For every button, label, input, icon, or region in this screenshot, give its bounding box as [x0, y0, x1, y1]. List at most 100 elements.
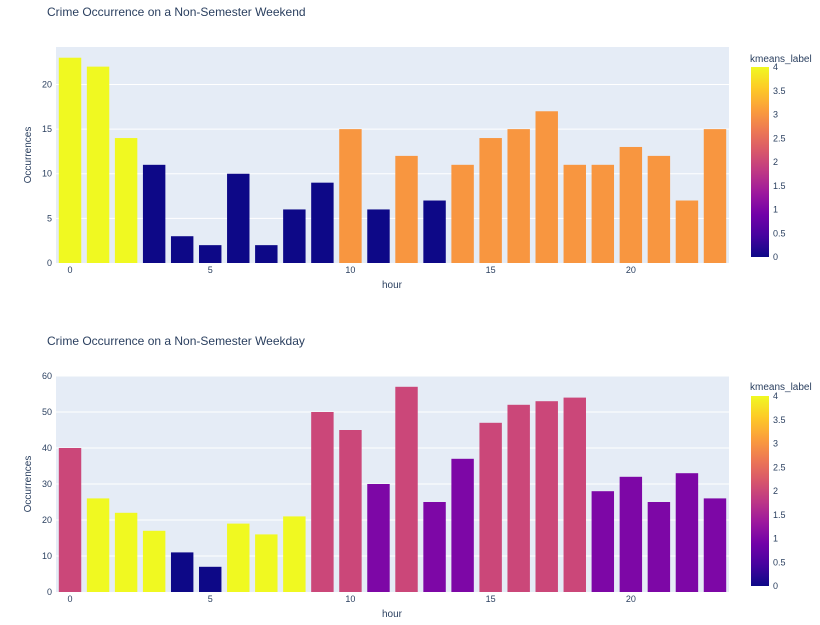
weekend-bar: [339, 129, 362, 263]
weekend-bar: [142, 164, 166, 263]
weekday-bar: [591, 491, 615, 592]
weekend-bar: [255, 245, 278, 263]
weekday-bar: [423, 502, 446, 592]
weekday-x-tick-label: 10: [345, 594, 355, 604]
weekend-x-tick-label: 0: [68, 265, 73, 275]
weekday-x-tick-label: 15: [486, 594, 496, 604]
weekend-chart-title: Crime Occurrence on a Non-Semester Weeke…: [47, 5, 306, 19]
weekend-bar: [479, 138, 502, 263]
weekend-bar: [535, 111, 558, 263]
weekend-colorbar-tick-label: 4: [773, 62, 778, 72]
weekday-bar: [367, 484, 390, 592]
weekday-bar: [703, 498, 727, 592]
weekend-colorbar-title: kmeans_label: [750, 54, 812, 65]
weekend-bar: [283, 209, 306, 263]
weekday-y-tick-label: 20: [42, 515, 52, 525]
weekday-colorbar-tick-label: 3: [773, 439, 778, 449]
weekday-y-tick-label: 10: [42, 551, 52, 561]
weekend-colorbar-tick-label: 0: [773, 252, 778, 262]
weekend-y-tick-label: 10: [42, 169, 52, 179]
weekend-colorbar: [751, 67, 769, 257]
weekend-bar: [199, 245, 222, 263]
weekend-bar: [395, 155, 418, 263]
weekend-x-axis-title: hour: [382, 280, 403, 291]
weekday-gridlines: [56, 375, 729, 557]
weekend-bar: [451, 164, 474, 263]
weekend-y-ticks: 0 5 10 15 20: [42, 79, 52, 268]
weekday-x-axis-title: hour: [382, 609, 403, 620]
weekend-colorbar-tick-label: 3.5: [773, 86, 786, 96]
weekday-x-ticks: 0 5 10 15 20: [68, 594, 636, 604]
weekend-x-tick-label: 10: [345, 265, 355, 275]
weekday-x-tick-label: 20: [626, 594, 636, 604]
weekday-bar: [58, 448, 82, 592]
weekday-bar: [142, 530, 166, 592]
weekday-colorbar-ticks: 0 0.5 1 1.5 2 2.5 3 3.5 4: [773, 391, 786, 591]
weekend-bar: [86, 66, 110, 264]
weekday-colorbar-tick-label: 0.5: [773, 557, 786, 567]
weekday-colorbar-tick-label: 2.5: [773, 462, 786, 472]
weekend-colorbar-ticks: 0 0.5 1 1.5 2 2.5 3 3.5 4: [773, 62, 786, 262]
weekend-bar: [675, 200, 699, 263]
weekend-colorbar-tick-label: 0.5: [773, 228, 786, 238]
weekday-bar: [647, 502, 671, 592]
weekend-bar: [507, 129, 530, 263]
weekday-bar: [227, 523, 250, 592]
weekday-colorbar-tick-label: 1: [773, 534, 778, 544]
weekend-colorbar-tick-label: 1.5: [773, 181, 786, 191]
weekday-bar: [563, 397, 586, 592]
weekend-bar: [170, 236, 194, 263]
weekend-y-axis-title: Occurrences: [23, 127, 34, 184]
weekend-plot-area: [56, 47, 729, 263]
weekday-colorbar-tick-label: 1.5: [773, 510, 786, 520]
weekday-bar: [170, 552, 194, 592]
weekend-bar: [227, 173, 250, 263]
weekend-x-tick-label: 15: [486, 265, 496, 275]
weekday-y-axis-title: Occurrences: [23, 456, 34, 513]
weekday-colorbar-title: kmeans_label: [750, 382, 812, 393]
weekday-x-tick-label: 5: [208, 594, 213, 604]
weekend-y-tick-label: 5: [47, 213, 52, 223]
weekday-y-tick-label: 50: [42, 407, 52, 417]
weekend-y-tick-label: 20: [42, 79, 52, 89]
weekday-bar: [283, 516, 306, 592]
weekend-bar: [58, 57, 82, 264]
weekend-x-tick-label: 5: [208, 265, 213, 275]
weekend-gridlines: [56, 83, 729, 219]
weekday-y-ticks: 0 10 20 30 40 50 60: [42, 371, 52, 597]
weekday-colorbar-tick-label: 0: [773, 581, 778, 591]
weekday-bar: [255, 534, 278, 592]
weekend-colorbar-tick-label: 2: [773, 157, 778, 167]
weekend-y-tick-label: 15: [42, 124, 52, 134]
weekend-bar: [311, 182, 334, 263]
weekday-bar: [311, 412, 334, 592]
weekday-y-tick-label: 30: [42, 479, 52, 489]
weekend-bar: [703, 129, 727, 263]
weekday-bar: [619, 476, 643, 592]
weekday-y-tick-label: 0: [47, 587, 52, 597]
weekday-bar: [199, 566, 222, 592]
weekday-colorbar-tick-label: 4: [773, 391, 778, 401]
weekday-bar: [114, 512, 138, 592]
weekday-colorbar-tick-label: 2: [773, 486, 778, 496]
weekend-chart: Crime Occurrence on a Non-Semester Weeke…: [23, 5, 812, 291]
weekend-bar: [563, 164, 586, 263]
weekend-bar: [647, 155, 671, 263]
weekday-bar: [535, 401, 558, 592]
weekend-y-tick-label: 0: [47, 258, 52, 268]
weekday-bars: [58, 386, 727, 592]
weekday-bar: [479, 422, 502, 592]
weekend-x-ticks: 0 5 10 15 20: [68, 265, 636, 275]
weekend-colorbar-tick-label: 1: [773, 205, 778, 215]
weekday-bar: [395, 386, 418, 592]
weekend-bars: [58, 57, 727, 264]
weekday-bar: [339, 430, 362, 592]
weekend-bar: [367, 209, 390, 263]
weekend-colorbar-tick-label: 3: [773, 110, 778, 120]
weekend-bar: [619, 146, 643, 263]
weekend-colorbar-tick-label: 2.5: [773, 133, 786, 143]
weekday-bar: [451, 458, 474, 592]
weekday-colorbar-tick-label: 3.5: [773, 415, 786, 425]
weekday-bar: [86, 498, 110, 592]
